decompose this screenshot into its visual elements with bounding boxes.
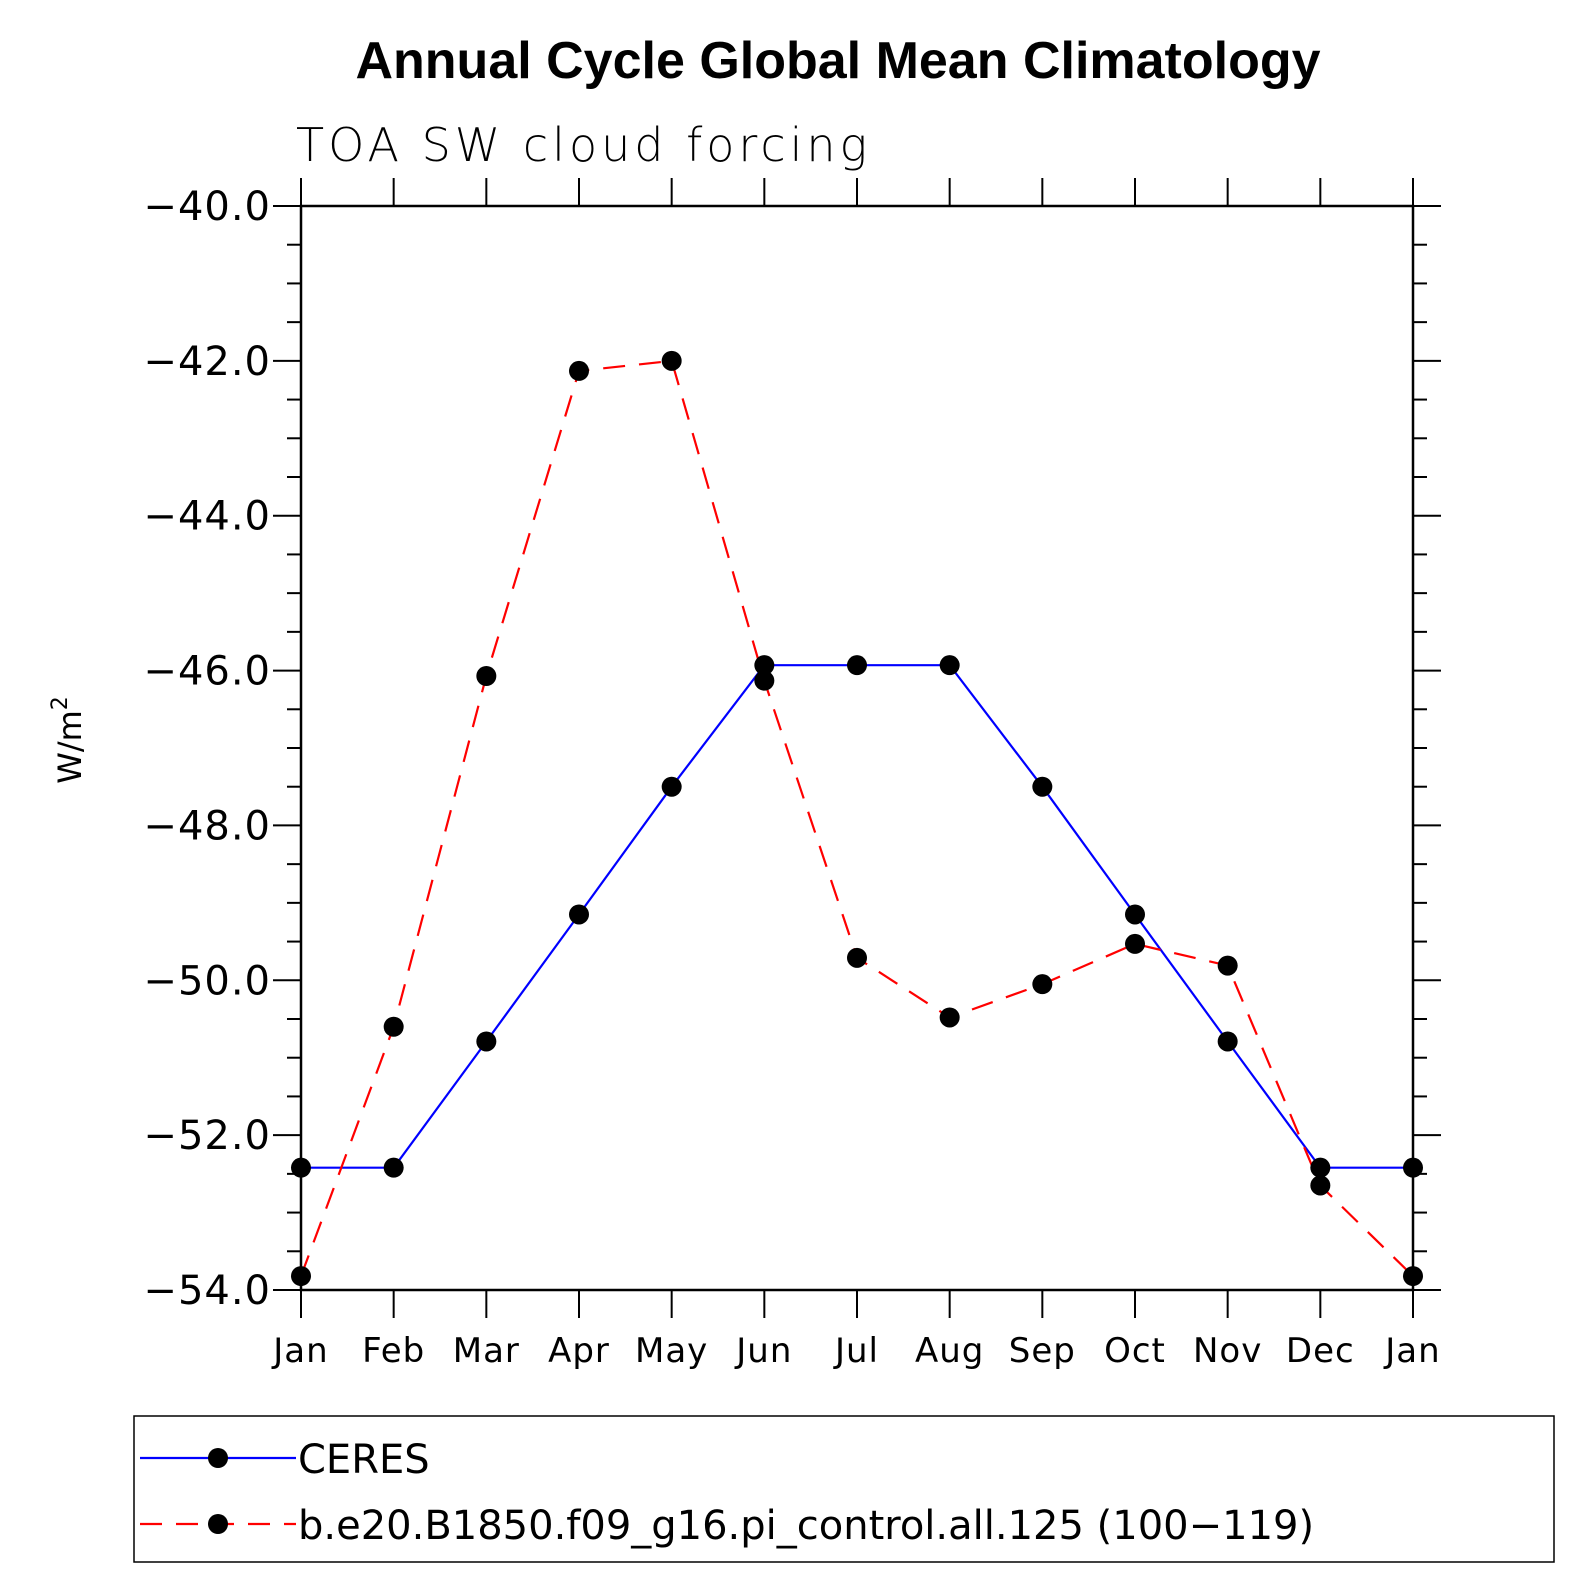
- legend-marker-model: [208, 1514, 228, 1534]
- y-tick-label: −42.0: [143, 339, 271, 385]
- x-tick-label: Jan: [1383, 1331, 1440, 1371]
- chart-title: Annual Cycle Global Mean Climatology: [355, 32, 1320, 90]
- legend-label-model: b.e20.B1850.f09_g16.pi_control.all.125 (…: [298, 1503, 1314, 1549]
- x-tick-label: Apr: [548, 1331, 610, 1371]
- y-axis-label-units: W/m: [51, 710, 89, 784]
- data-point-model: [939, 1007, 960, 1028]
- data-point-ceres: [1403, 1157, 1423, 1178]
- x-tick-label: Jul: [833, 1331, 879, 1371]
- data-point-ceres: [569, 904, 589, 925]
- data-point-ceres: [1217, 1031, 1238, 1052]
- x-tick-label: Sep: [1009, 1331, 1076, 1371]
- data-point-ceres: [939, 655, 960, 676]
- data-point-ceres: [661, 776, 682, 797]
- chart-subtitle: TOA SW cloud forcing: [296, 118, 871, 172]
- y-tick-label: −50.0: [143, 958, 271, 1004]
- y-tick-labels: −40.0 −42.0 −44.0 −46.0 −48.0 −50.0 −52.0 −54.0: [143, 184, 271, 1314]
- series-markers: [291, 350, 1423, 1287]
- legend: CERES b.e20.B1850.f09_g16.pi_control.all.…: [133, 1415, 1555, 1563]
- data-point-ceres: [754, 655, 775, 676]
- legend-box: [133, 1415, 1555, 1563]
- axis-ticks: [273, 178, 1441, 1318]
- data-point-model: [1310, 1175, 1331, 1196]
- y-axis-label: W/m2: [48, 696, 89, 784]
- data-point-model: [1125, 933, 1145, 954]
- legend-label-ceres: CERES: [298, 1437, 430, 1483]
- x-tick-label: Oct: [1104, 1331, 1166, 1371]
- y-tick-label: −48.0: [143, 803, 271, 849]
- data-point-ceres: [1310, 1157, 1331, 1178]
- y-tick-label: −46.0: [143, 649, 271, 695]
- legend-marker-ceres: [208, 1448, 228, 1468]
- data-point-ceres: [383, 1157, 404, 1178]
- x-tick-labels: Jan Feb Mar Apr May Jun Jul Aug Sep Oct Nov Dec Jan: [271, 1331, 1440, 1371]
- data-point-model: [1032, 974, 1053, 995]
- data-point-ceres: [291, 1157, 311, 1178]
- data-point-model: [291, 1266, 311, 1287]
- x-tick-label: Nov: [1193, 1331, 1262, 1371]
- y-tick-label: −40.0: [143, 184, 271, 230]
- data-point-model: [1403, 1266, 1423, 1287]
- y-tick-label: −52.0: [143, 1113, 271, 1159]
- series-lines: [299, 359, 1414, 1277]
- data-point-ceres: [1125, 904, 1145, 925]
- y-tick-label: −44.0: [143, 494, 271, 540]
- data-point-model: [1217, 955, 1238, 976]
- data-point-ceres: [847, 655, 867, 676]
- x-tick-label: Jan: [271, 1331, 328, 1371]
- y-axis-label-superscript: 2: [48, 696, 73, 710]
- data-point-model: [661, 350, 682, 371]
- x-tick-label: Feb: [362, 1331, 425, 1371]
- series-line-ceres: [301, 664, 1413, 1169]
- x-tick-label: Aug: [915, 1331, 984, 1371]
- x-tick-label: Jun: [734, 1331, 792, 1371]
- series-line-model: [299, 359, 1414, 1277]
- data-point-model: [476, 665, 497, 686]
- data-point-model: [569, 360, 589, 381]
- data-point-ceres: [1032, 776, 1053, 797]
- y-tick-label: −54.0: [143, 1268, 271, 1314]
- x-tick-label: Dec: [1286, 1331, 1355, 1371]
- x-tick-label: Mar: [453, 1331, 520, 1371]
- data-point-model: [754, 670, 775, 691]
- data-point-model: [847, 947, 867, 968]
- x-tick-label: May: [635, 1331, 708, 1371]
- data-point-model: [383, 1016, 404, 1037]
- data-point-ceres: [476, 1031, 497, 1052]
